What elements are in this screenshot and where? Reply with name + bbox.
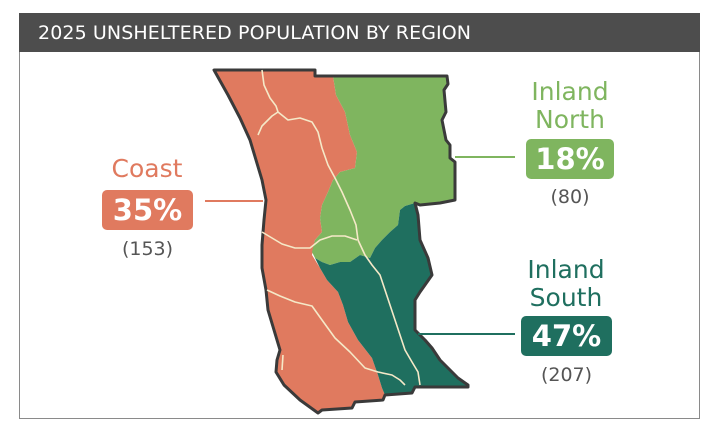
inland-north-count: (80) <box>550 186 590 208</box>
inland-north-leader-line <box>455 156 515 158</box>
inland-south-percent-badge: 47% <box>521 316 612 356</box>
inland-north-label: Inland North <box>510 78 630 134</box>
coast-count: (153) <box>121 238 174 260</box>
inland-south-leader-line <box>418 333 515 335</box>
region-inland-north[interactable] <box>312 76 455 265</box>
header-bar: 2025 UNSHELTERED POPULATION BY REGION <box>19 13 700 52</box>
map-outline <box>212 68 470 415</box>
inland-south-label: Inland South <box>506 256 626 312</box>
coast-percent-badge: 35% <box>102 190 193 230</box>
inland-south-count: (207) <box>540 364 593 386</box>
coast-label: Coast <box>111 154 183 183</box>
coast-leader-line <box>205 200 263 202</box>
inland-south-label-line1: Inland <box>527 255 605 284</box>
inland-north-percent-badge: 18% <box>526 139 614 179</box>
region-coast[interactable] <box>214 70 385 413</box>
inland-north-label-line1: Inland <box>531 77 609 106</box>
page-title: 2025 UNSHELTERED POPULATION BY REGION <box>38 22 472 44</box>
inland-south-label-line2: South <box>529 283 603 312</box>
rivers <box>257 69 421 386</box>
inland-north-label-line2: North <box>535 105 605 134</box>
